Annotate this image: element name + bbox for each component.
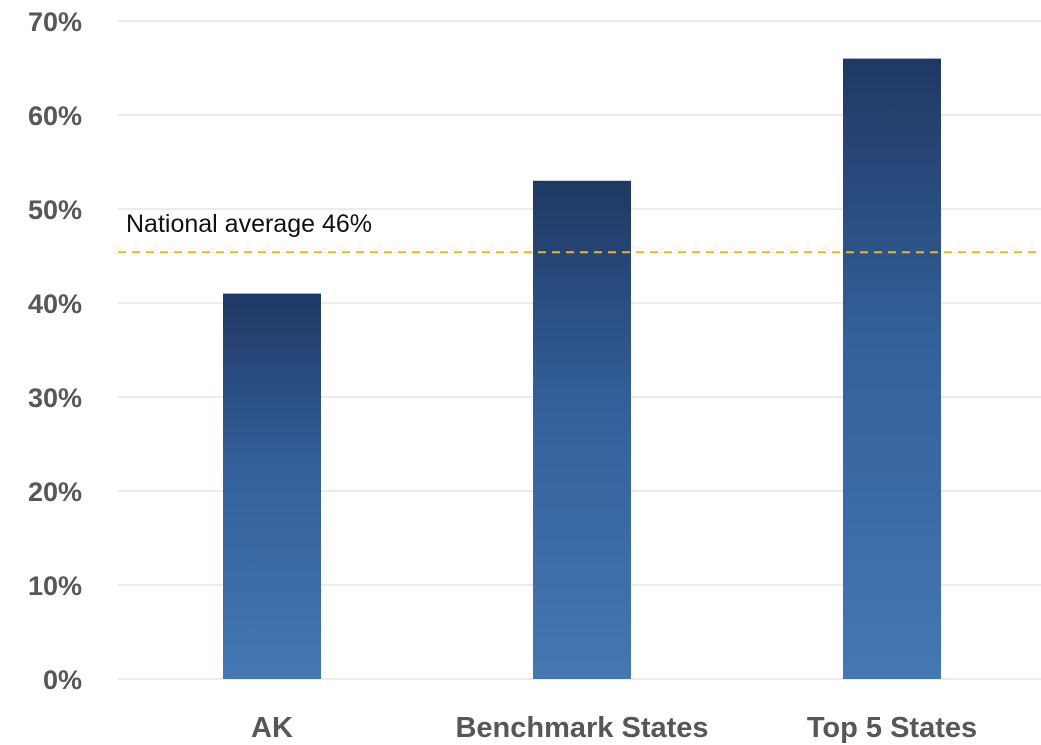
bar-top-5-states: [843, 58, 941, 680]
x-category-label: Benchmark States: [455, 712, 708, 744]
y-tick-label: 70%: [28, 7, 82, 37]
y-tick-label: 50%: [28, 195, 82, 225]
x-category-label: Top 5 States: [807, 712, 977, 744]
y-tick-label: 60%: [28, 101, 82, 131]
x-axis-category-labels: AK Benchmark States Top 5 States: [251, 712, 977, 744]
y-axis-tick-labels: 0% 10% 20% 30% 40% 50% 60% 70%: [28, 7, 82, 695]
y-tick-label: 0%: [43, 665, 82, 695]
y-tick-label: 10%: [28, 571, 82, 601]
y-tick-label: 20%: [28, 477, 82, 507]
bars: [223, 58, 941, 680]
x-category-label: AK: [251, 712, 293, 744]
bar-benchmark-states: [533, 180, 631, 680]
national-average-label: National average 46%: [126, 210, 372, 238]
bar-ak: [223, 293, 321, 679]
national-average-reference: National average 46%: [118, 210, 1041, 254]
y-tick-label: 30%: [28, 383, 82, 413]
y-tick-label: 40%: [28, 289, 82, 319]
